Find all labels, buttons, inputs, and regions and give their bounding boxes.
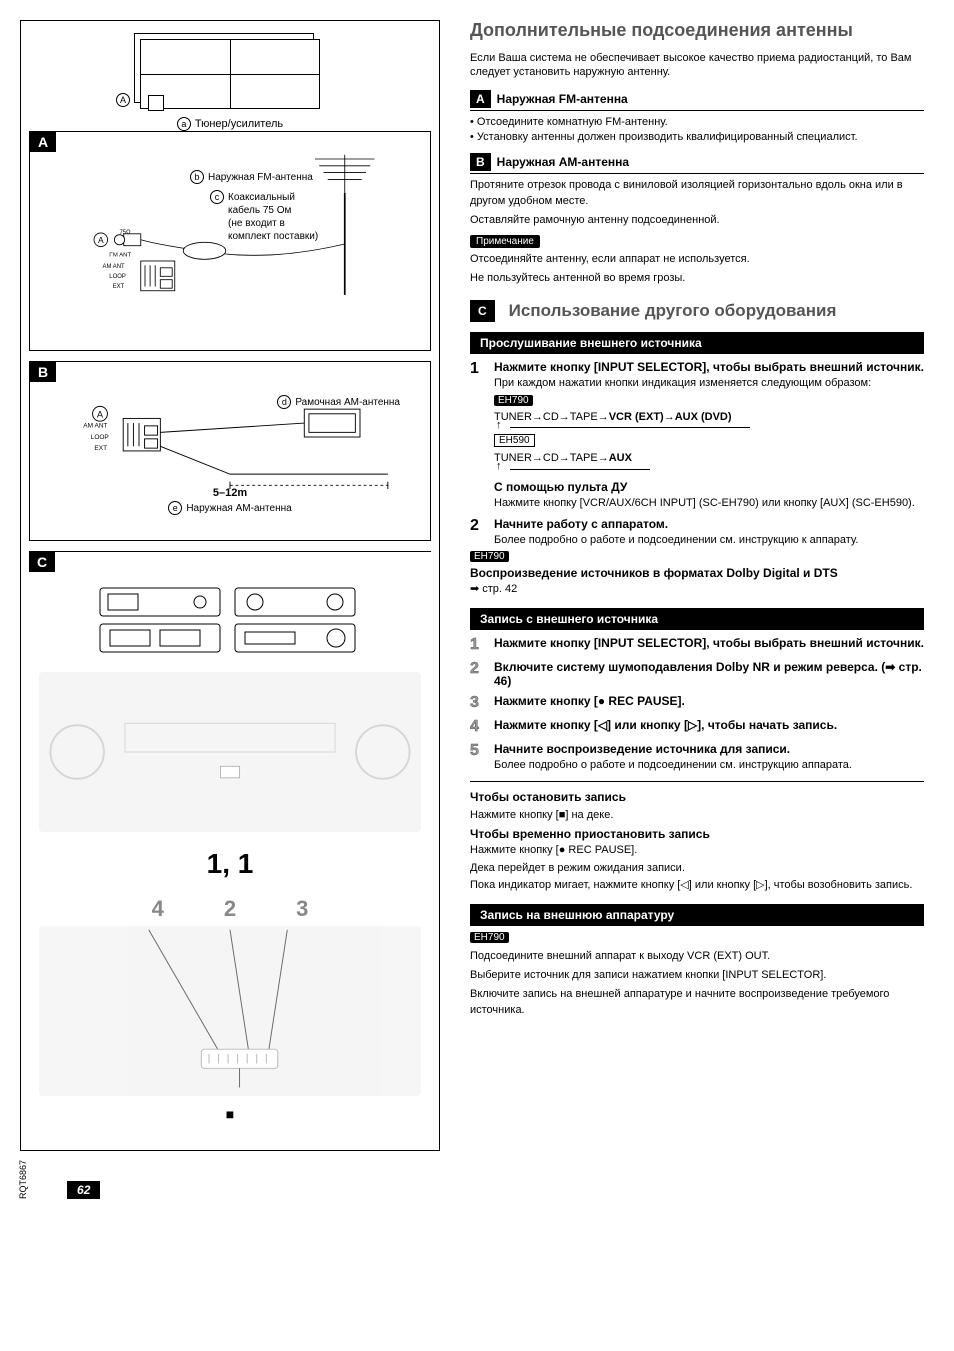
left-diagram-column: A aТюнер/усилитель A [20, 20, 440, 1151]
letter-C-box: C [470, 300, 495, 322]
label-d-row: dРамочная AM-антенна [277, 395, 400, 409]
ghost-panel-top [39, 672, 421, 832]
listen-s2-title: Начните работу с аппаратом. [494, 517, 924, 531]
ext-t1: Подсоедините внешний аппарат к выходу VC… [470, 949, 924, 964]
equipment-svg [90, 582, 370, 662]
page-footer: RQT6867 62 [20, 1181, 934, 1199]
diagram-C-label: C [29, 552, 55, 572]
big-step-ref: 1, 1 [39, 848, 421, 880]
note-2: Не пользуйтесь антенной во время грозы. [470, 271, 924, 286]
step-refs: 4 2 3 [39, 896, 421, 922]
dts-badge: EH790 [470, 551, 509, 562]
listening-bar: Прослушивание внешнего источника [470, 332, 924, 354]
label-e-row: eНаружная AM-антенна [40, 501, 420, 515]
pause-title: Чтобы временно приостановить запись [470, 827, 924, 841]
dts-title: Воспроизведение источников в форматах Do… [470, 566, 924, 580]
svg-text:AM ANT: AM ANT [83, 423, 107, 430]
listen-s1-title: Нажмите кнопку [INPUT SELECTOR], чтобы в… [494, 360, 924, 374]
section-B-head: B Наружная AM-антенна [470, 153, 924, 174]
svg-text:A: A [98, 235, 104, 245]
marker-A-circle: A [116, 93, 130, 107]
remote-title: С помощью пульта ДУ [494, 480, 924, 494]
ghost-panel-bottom [39, 926, 421, 1096]
doc-id: RQT6867 [18, 1160, 28, 1199]
am-p1: Протяните отрезок провода с виниловой из… [470, 178, 924, 209]
dts-ref: ➡ стр. 42 [470, 582, 924, 597]
diagram-A-label: A [30, 132, 56, 152]
page-number: 62 [67, 1181, 100, 1199]
rec-step-2: 2 Включите систему шумоподавления Dolby … [470, 660, 924, 688]
other-equipment-title: Использование другого оборудования [509, 301, 837, 321]
rec-step-4: 4 Нажмите кнопку [◁] или кнопку [▷], что… [470, 718, 924, 736]
ext-badge: EH790 [470, 932, 509, 943]
seq-790: TUNER→CD→TAPE→VCR (EXT)→AUX (DVD) [494, 410, 924, 425]
listen-step-1: 1 Нажмите кнопку [INPUT SELECTOR], чтобы… [470, 360, 924, 511]
note-1: Отсоединяйте антенну, если аппарат не ис… [470, 252, 924, 267]
main-heading: Дополнительные подсоединения антенны [470, 20, 924, 41]
diagram-B-label: B [30, 362, 56, 382]
letter-A-box: A [470, 90, 491, 108]
record-bar: Запись с внешнего источника [470, 608, 924, 630]
svg-text:EXT: EXT [94, 445, 107, 452]
ext-t3: Включите запись на внешней аппаратуре и … [470, 987, 924, 1018]
fm-antenna-title: Наружная FM-антенна [497, 92, 628, 106]
section-A-head: A Наружная FM-антенна [470, 90, 924, 111]
listen-step-2: 2 Начните работу с аппаратом. Более подр… [470, 517, 924, 548]
right-content-column: Дополнительные подсоединения антенны Есл… [460, 20, 934, 1151]
diagram-B: B A AM ANT LOOP EXT [29, 361, 431, 541]
seq-590: TUNER→CD→TAPE→AUX [494, 451, 924, 466]
svg-text:AM ANT: AM ANT [103, 264, 125, 270]
fm-bullets: Отсоедините комнатную FM-антенну. Устано… [470, 115, 924, 146]
diagram-C: C [29, 551, 431, 1132]
am-antenna-title: Наружная AM-антенна [497, 155, 629, 169]
svg-text:A: A [97, 410, 104, 420]
remote-text: Нажмите кнопку [VCR/AUX/6CH INPUT] (SC-E… [494, 496, 924, 511]
svg-text:75Ω: 75Ω [119, 230, 131, 236]
intro-text: Если Ваша система не обеспечивает высоко… [470, 51, 924, 80]
diagram-A: A [29, 131, 431, 351]
note-badge: Примечание [470, 235, 540, 248]
badge-eh790: EH790 [494, 395, 533, 406]
rec-step-3: 3 Нажмите кнопку [● REC PAUSE]. [470, 694, 924, 712]
listen-s1-text: При каждом нажатии кнопки индикация изме… [494, 376, 924, 391]
svg-text:EXT: EXT [113, 284, 125, 290]
amplifier-diagram: A aТюнер/усилитель [29, 29, 431, 131]
amplifier-caption: aТюнер/усилитель [177, 117, 283, 131]
rec-step-5: 5 Начните воспроизведение источника для … [470, 742, 924, 773]
label-c-row: cКоаксиальный кабель 75 Ом (не входит в … [210, 190, 318, 243]
listen-s2-text: Более подробно о работе и подсоединении … [494, 533, 924, 548]
svg-text:LOOP: LOOP [91, 434, 109, 441]
rec-step-1: 1 Нажмите кнопку [INPUT SELECTOR], чтобы… [470, 636, 924, 654]
ext-t2: Выберите источник для записи нажатием кн… [470, 968, 924, 983]
svg-text:FM ANT: FM ANT [109, 253, 131, 259]
stop-symbol: ■ [39, 1106, 421, 1122]
section-C-head: C Использование другого оборудования [470, 300, 924, 322]
letter-B-box: B [470, 153, 491, 171]
badge-eh590: EH590 [494, 434, 535, 447]
label-b-row: bНаружная FM-антенна [190, 170, 313, 184]
am-p2: Оставляйте рамочную антенну подсоединенн… [470, 213, 924, 228]
ext-record-bar: Запись на внешнюю аппаратуру [470, 904, 924, 926]
stop-text: Нажмите кнопку [■] на деке. [470, 808, 924, 823]
svg-text:LOOP: LOOP [109, 274, 126, 280]
am-antenna-svg: A AM ANT LOOP EXT [40, 372, 420, 502]
stop-title: Чтобы остановить запись [470, 790, 924, 804]
